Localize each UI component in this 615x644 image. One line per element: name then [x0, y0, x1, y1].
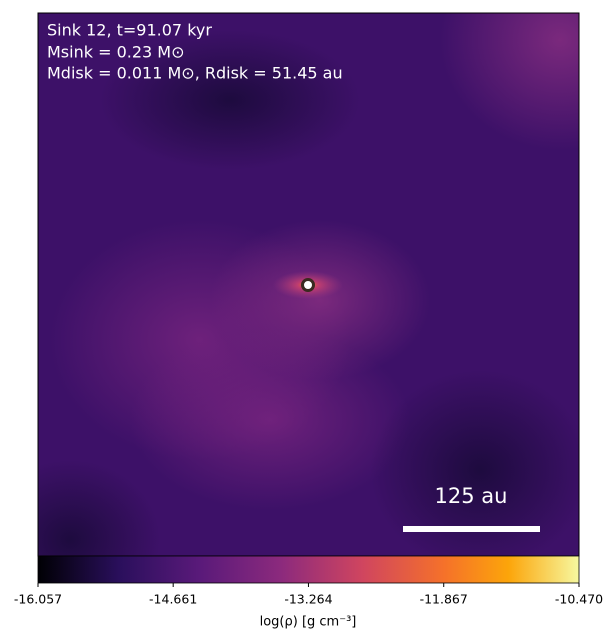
scale-bar — [403, 526, 540, 532]
colorbar-tick-label: -11.867 — [420, 592, 468, 607]
colorbar-label: log(ρ) [g cm⁻³] — [260, 615, 357, 630]
colorbar-tick-label: -16.057 — [14, 592, 62, 607]
colorbar-tick-label: -14.661 — [149, 592, 197, 607]
sink — [301, 278, 315, 292]
colorbar-tick-label: -13.264 — [284, 592, 332, 607]
scale-bar-label: 125 au — [435, 484, 508, 508]
density-map — [38, 13, 579, 556]
colorbar-tick-label: -10.470 — [555, 592, 603, 607]
annotation: Msink = 0.23 M⊙ — [47, 43, 185, 62]
annotation: Sink 12, t=91.07 kyr — [47, 21, 212, 40]
colorbar — [37, 555, 580, 584]
annotation: Mdisk = 0.011 M⊙, Rdisk = 51.45 au — [47, 64, 343, 83]
